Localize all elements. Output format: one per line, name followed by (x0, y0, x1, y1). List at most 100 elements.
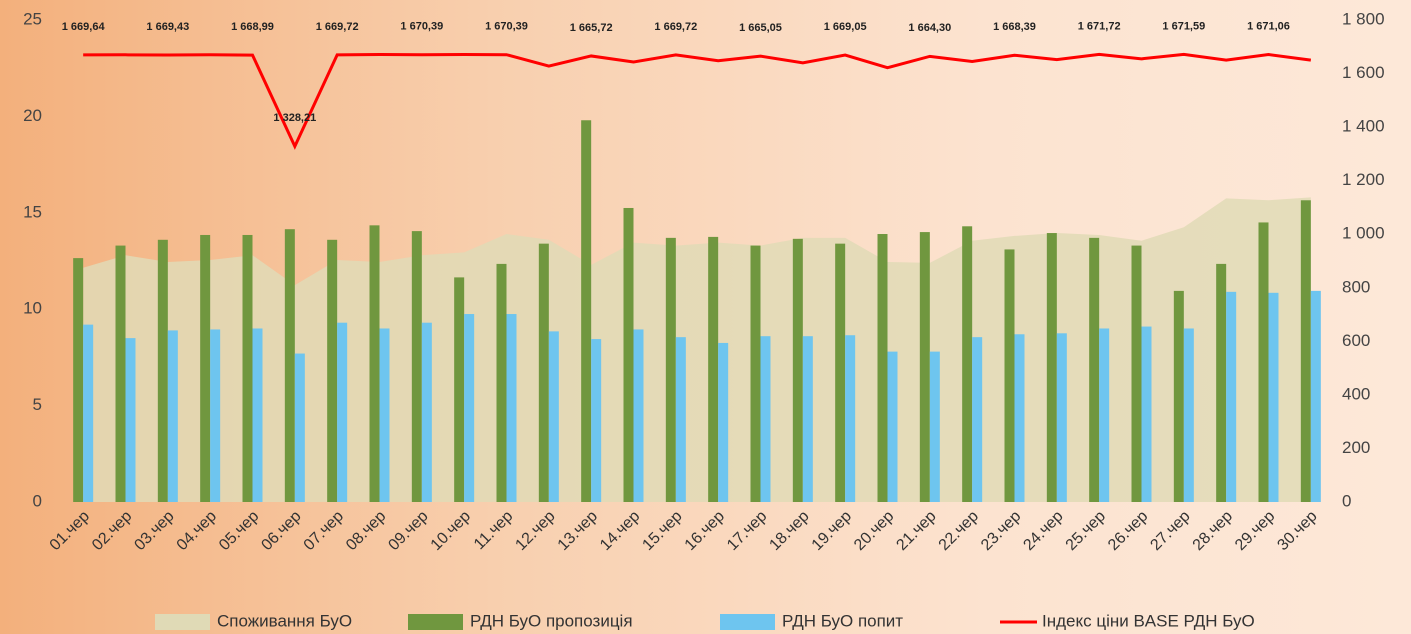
y2-tick-label: 600 (1342, 331, 1370, 350)
data-label: 1 669,72 (316, 21, 359, 33)
x-tick-label: 11.чер (471, 508, 516, 553)
bar (919, 232, 930, 502)
x-tick-label: 22.чер (936, 508, 982, 554)
bar (327, 239, 338, 503)
legend-swatch (720, 614, 775, 630)
legend-swatch (408, 614, 463, 630)
bar (421, 322, 432, 502)
x-tick-label: 16.чер (682, 508, 728, 554)
line (83, 52, 1312, 150)
bar (623, 207, 634, 503)
y2-tick-label: 1 800 (1342, 9, 1385, 28)
area (83, 197, 1311, 502)
y2-tick-label: 200 (1342, 438, 1370, 457)
x-tick-label: 25.чер (1063, 508, 1109, 554)
legend-label: РДН БуО пропозиція (470, 611, 633, 630)
bar (1056, 333, 1067, 502)
x-tick-label: 04.чер (174, 508, 220, 554)
y2-tick-label: 1 000 (1342, 224, 1385, 243)
x-tick-label: 15.чер (639, 508, 685, 554)
bar (115, 245, 126, 503)
bar (718, 342, 729, 502)
bar (1300, 200, 1311, 502)
bar (1226, 291, 1237, 502)
bar (1099, 328, 1110, 502)
x-tick-label: 27.чер (1147, 508, 1193, 554)
bar (591, 339, 602, 502)
bar (167, 330, 178, 502)
x-tick-label: 26.чер (1105, 508, 1151, 554)
x-tick-label: 12.чер (512, 508, 558, 554)
bar (125, 338, 136, 502)
bar (1268, 292, 1279, 502)
bar (1004, 249, 1015, 502)
bar (369, 225, 380, 502)
data-label: 1 669,72 (654, 21, 697, 33)
x-tick-label: 10.чер (428, 508, 474, 554)
bar (538, 243, 549, 502)
legend-swatch (155, 614, 210, 630)
bar (252, 328, 263, 502)
x-tick-label: 18.чер (766, 508, 812, 554)
bar (1131, 245, 1142, 503)
x-tick-label: 30.чер (1274, 508, 1320, 554)
y2-tick-label: 0 (1342, 491, 1351, 510)
data-label: 1 671,06 (1247, 20, 1290, 32)
x-tick-label: 20.чер (851, 508, 897, 554)
bar (835, 243, 846, 502)
bar (1310, 290, 1321, 502)
y-tick-label: 5 (33, 395, 42, 414)
data-label: 1 671,59 (1162, 20, 1205, 32)
bar (464, 314, 475, 502)
bar (962, 226, 973, 502)
x-tick-label: 29.чер (1232, 508, 1278, 554)
bar (877, 234, 888, 502)
bar (1046, 233, 1057, 502)
x-tick-label: 23.чер (978, 508, 1024, 554)
x-tick-label: 07.чер (301, 508, 347, 554)
y-tick-label: 20 (23, 106, 42, 125)
data-label: 1 668,99 (231, 21, 274, 33)
x-tick-label: 03.чер (131, 508, 177, 554)
x-tick-label: 24.чер (1020, 508, 1066, 554)
legend-label: Споживання БуО (217, 611, 352, 630)
x-tick-label: 02.чер (89, 508, 135, 554)
bar (887, 351, 898, 502)
bar (242, 234, 253, 503)
data-label: 1 665,05 (739, 22, 782, 34)
y2-tick-label: 1 200 (1342, 170, 1385, 189)
x-tick-label: 21.чер (893, 508, 939, 554)
x-tick-label: 09.чер (385, 508, 431, 554)
bar (708, 236, 719, 502)
bar (1014, 334, 1025, 502)
bar (633, 329, 644, 502)
data-label: 1 670,39 (400, 21, 443, 33)
bar (454, 277, 465, 502)
y2-tick-label: 1 600 (1342, 63, 1385, 82)
bar (379, 328, 390, 502)
x-tick-label: 28.чер (1190, 508, 1236, 554)
legend-label: Індекс ціни BASE РДН БуО (1042, 611, 1255, 630)
y-tick-label: 15 (23, 202, 42, 221)
bar (665, 237, 676, 502)
data-label: 1 669,05 (824, 21, 867, 33)
x-tick-label: 01.чер (47, 508, 93, 554)
y-tick-label: 25 (23, 9, 42, 28)
y-tick-label: 0 (33, 491, 42, 510)
data-label: 1 671,72 (1078, 20, 1121, 32)
data-label: 1 668,39 (993, 21, 1036, 33)
bar (548, 331, 559, 502)
data-label: 1 669,43 (146, 21, 189, 33)
bar (210, 329, 221, 502)
bar (200, 234, 211, 503)
x-tick-label: 08.чер (343, 508, 389, 554)
bar (294, 353, 305, 502)
bar (760, 336, 771, 502)
data-label: 1 669,64 (62, 21, 106, 33)
bar (496, 263, 507, 502)
bar (1141, 326, 1152, 502)
data-label: 1 670,39 (485, 21, 528, 33)
bar (845, 335, 856, 502)
bar (972, 337, 983, 502)
